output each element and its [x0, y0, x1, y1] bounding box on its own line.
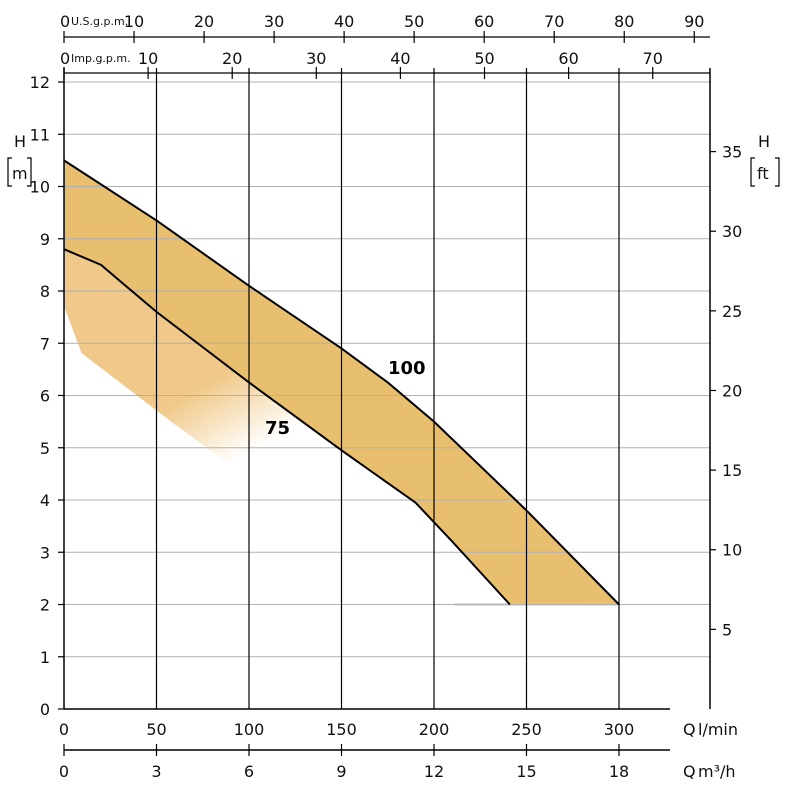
series-label-75: 75 — [265, 418, 290, 439]
x-secondary-tick-label-12: 12 — [424, 762, 444, 781]
bracket-m-left — [7, 157, 12, 187]
top-us-tick-label-20: 20 — [194, 12, 214, 31]
x-axis-label-m3h: Q — [683, 762, 696, 781]
x-secondary-tick-label-18: 18 — [609, 762, 629, 781]
curve-75 — [63, 248, 511, 606]
x-secondary-tick-label-15: 15 — [516, 762, 536, 781]
axes-layer — [7, 36, 780, 751]
x-primary-tick-label-300: 300 — [604, 720, 635, 739]
y-left-tick-label-3: 3 — [40, 543, 50, 562]
y-left-tick-label-8: 8 — [40, 282, 50, 301]
y-right-tick-label-20: 20 — [722, 381, 742, 400]
y-right-tick-label-15: 15 — [722, 461, 742, 480]
top-us-label: U.S.g.p.m. — [71, 15, 128, 28]
y-left-tick-label-11: 11 — [30, 125, 50, 144]
top-imp-tick-label-60: 60 — [558, 49, 578, 68]
x-primary-tick-label-200: 200 — [419, 720, 450, 739]
x-primary-tick-label-250: 250 — [511, 720, 542, 739]
x-primary-tick-label-50: 50 — [146, 720, 166, 739]
curve-100 — [63, 159, 620, 606]
x-secondary-tick-label-0: 0 — [59, 762, 69, 781]
x-secondary-tick-label-3: 3 — [151, 762, 161, 781]
y-right-unit: ft — [757, 164, 769, 183]
y-left-tick-label-5: 5 — [40, 439, 50, 458]
bracket-m-right — [27, 157, 32, 187]
y-left-tick-label-7: 7 — [40, 334, 50, 353]
top-imp-zero: 0 — [60, 49, 70, 68]
top-imp-tick-label-20: 20 — [222, 49, 242, 68]
labels-layer: Q l/min Q m³/h H m H ft 0 U.S.g.p.m. 0 I… — [12, 12, 770, 781]
series-label-100: 100 — [388, 358, 426, 379]
top-us-tick-label-60: 60 — [474, 12, 494, 31]
y-left-tick-label-1: 1 — [40, 648, 50, 667]
bracket-ft-left — [750, 157, 755, 187]
y-left-tick-label-0: 0 — [40, 700, 50, 719]
y-left-tick-label-9: 9 — [40, 230, 50, 249]
top-us-tick-label-30: 30 — [264, 12, 284, 31]
top-imp-tick-label-30: 30 — [306, 49, 326, 68]
top-us-tick-label-40: 40 — [334, 12, 354, 31]
top-imp-label: Imp.g.p.m. — [71, 52, 131, 65]
x-axis-label-lmin: Q — [683, 720, 696, 739]
y-left-tick-label-6: 6 — [40, 387, 50, 406]
x-primary-tick-label-150: 150 — [326, 720, 357, 739]
top-imp-tick-label-10: 10 — [138, 49, 158, 68]
top-imp-tick-label-40: 40 — [390, 49, 410, 68]
x-secondary-tick-label-9: 9 — [336, 762, 346, 781]
bracket-ft-right — [775, 157, 780, 187]
y-left-label: H — [14, 132, 26, 151]
y-right-tick-label-10: 10 — [722, 541, 742, 560]
y-right-tick-label-30: 30 — [722, 222, 742, 241]
y-left-tick-label-2: 2 — [40, 596, 50, 615]
top-us-tick-label-10: 10 — [124, 12, 144, 31]
y-left-tick-label-4: 4 — [40, 491, 50, 510]
y-left-tick-label-10: 10 — [30, 178, 50, 197]
y-left-unit: m — [12, 164, 28, 183]
top-us-tick-label-80: 80 — [614, 12, 634, 31]
y-right-tick-label-25: 25 — [722, 302, 742, 321]
x-axis-unit-lmin: l/min — [698, 720, 738, 739]
top-us-zero: 0 — [60, 12, 70, 31]
x-axis-unit-m3h: m³/h — [698, 762, 736, 781]
top-imp-tick-label-50: 50 — [474, 49, 494, 68]
top-us-tick-label-90: 90 — [684, 12, 704, 31]
x-secondary-tick-label-6: 6 — [244, 762, 254, 781]
x-primary-tick-label-0: 0 — [59, 720, 69, 739]
y-right-label: H — [758, 132, 770, 151]
top-imp-tick-label-70: 70 — [643, 49, 663, 68]
y-right-tick-label-5: 5 — [722, 620, 732, 639]
curves-layer — [63, 159, 620, 606]
top-us-tick-label-50: 50 — [404, 12, 424, 31]
gridlines — [64, 68, 710, 709]
top-us-tick-label-70: 70 — [544, 12, 564, 31]
y-right-tick-label-35: 35 — [722, 143, 742, 162]
y-left-tick-label-12: 12 — [30, 73, 50, 92]
x-primary-tick-label-100: 100 — [234, 720, 265, 739]
